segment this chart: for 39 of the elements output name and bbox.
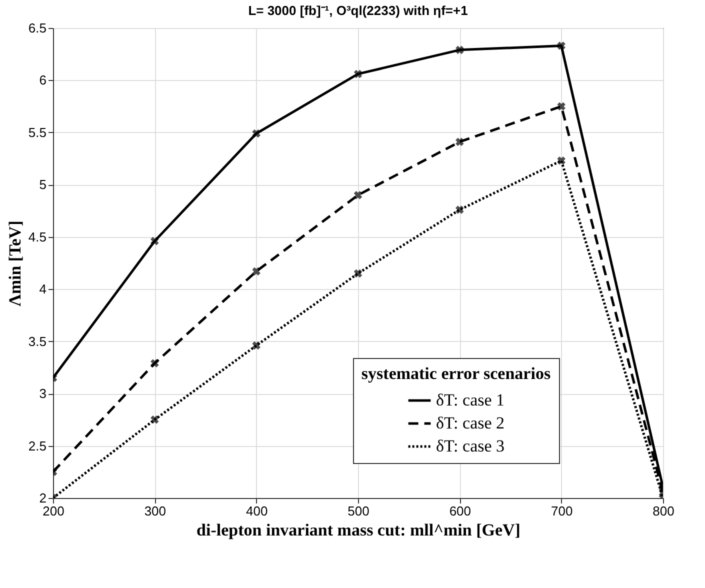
point: [252, 267, 260, 276]
point: [557, 42, 566, 50]
y-tick-label: 5.5: [28, 124, 46, 140]
legend-label: δT: case 3: [436, 436, 505, 456]
x-tick-label: 600: [449, 504, 472, 518]
x-tick-label: 800: [652, 504, 674, 518]
y-tick-label: 2.5: [28, 438, 46, 454]
legend-label: δT: case 1: [436, 390, 505, 410]
x-tick-label: 700: [550, 504, 573, 518]
chart-title: L= 3000 [fb]⁻¹, O³ql(2233) with ηf=+1: [248, 3, 468, 18]
point: [150, 236, 159, 246]
legend-title: systematic error scenarios: [361, 364, 551, 383]
x-tick-label: 200: [42, 504, 64, 518]
y-tick-label: 3: [39, 386, 46, 402]
x-tick-label: 400: [246, 504, 268, 518]
point: [354, 190, 362, 200]
point: [252, 129, 260, 138]
x-axis-title: di-lepton invariant mass cut: mll^min [GeV]: [196, 520, 520, 540]
point: [456, 46, 464, 54]
legend-label: δT: case 2: [436, 414, 505, 432]
point: [150, 416, 159, 424]
y-tick-label: 2: [39, 490, 46, 506]
point: [456, 206, 464, 214]
point: [354, 70, 362, 78]
point: [252, 341, 260, 350]
y-tick-label: 4: [39, 282, 46, 297]
x-tick-label: 500: [348, 504, 370, 518]
y-tick-label: 3.5: [28, 334, 46, 349]
point: [354, 269, 362, 278]
point: [557, 102, 566, 110]
y-axis-title: Λmin [TeV]: [5, 220, 24, 306]
y-tick-label: 4.5: [28, 229, 46, 244]
x-tick-label: 300: [144, 504, 166, 518]
point: [456, 138, 464, 146]
point: [150, 359, 159, 368]
y-tick-label: 6: [39, 72, 46, 88]
point: [557, 156, 566, 165]
y-tick-label: 5: [39, 177, 46, 192]
y-tick-label: 6.5: [28, 20, 46, 36]
